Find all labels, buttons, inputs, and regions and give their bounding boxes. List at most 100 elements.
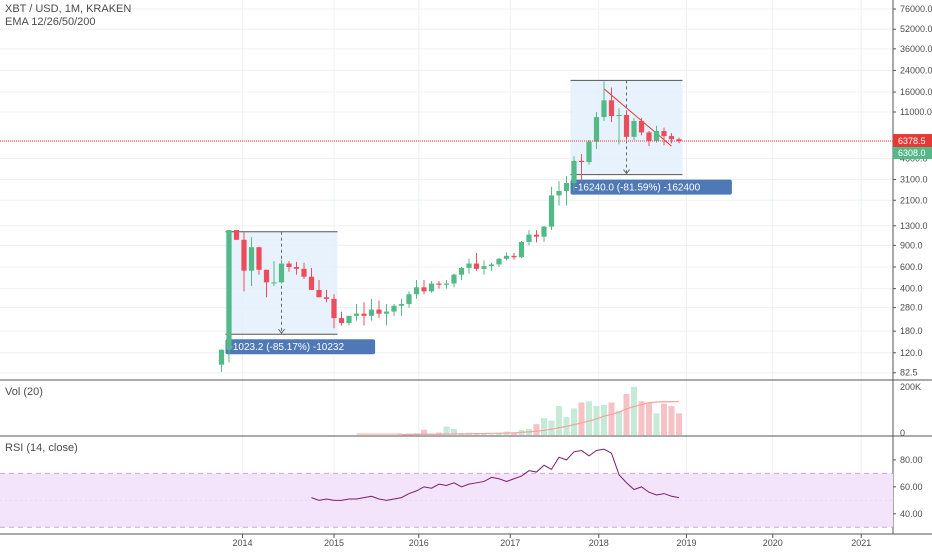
symbol-title: XBT / USD, 1M, KRAKEN <box>5 3 132 15</box>
time-tick-label-2015: 2015 <box>324 538 344 548</box>
price-tick-label: 280.0 <box>900 303 923 313</box>
volume-bar-51 <box>601 404 607 435</box>
price-tick-label: 400.0 <box>900 284 923 294</box>
volume-bar-39 <box>511 432 517 435</box>
downtrend-line <box>603 88 672 147</box>
volume-bar-36 <box>488 434 495 435</box>
candle-0 <box>218 349 225 365</box>
time-tick-label-2016: 2016 <box>409 538 429 548</box>
candle-11 <box>301 268 307 277</box>
candle-31 <box>451 274 457 284</box>
candle-33 <box>466 263 472 268</box>
volume-tick-label: 0 <box>900 428 905 438</box>
candle-9 <box>286 263 292 268</box>
candle-4 <box>248 247 255 271</box>
candle-41 <box>526 234 532 242</box>
rsi-tick-label: 60.00 <box>900 482 923 492</box>
candle-45 <box>556 190 562 196</box>
volume-bar-30 <box>443 426 450 435</box>
volume-bar-54 <box>623 394 630 435</box>
drawdown-arrowhead <box>623 169 630 175</box>
candle-46 <box>563 183 570 191</box>
secondary-price-tag-label: 6308.0 <box>898 148 926 158</box>
price-axis[interactable]: 76000.0 52000.0 36000.0 24000.0 16000.0 11000… <box>893 4 932 519</box>
candle-43 <box>541 226 547 237</box>
candle-44 <box>548 195 555 227</box>
drawdown-label-1: -16240.0 (-81.59%) -162400 <box>575 183 701 194</box>
volume-bars <box>398 386 682 435</box>
candle-35 <box>481 266 487 269</box>
candle-52 <box>608 100 615 117</box>
candle-15 <box>331 298 337 319</box>
candle-19 <box>361 313 367 316</box>
rsi-band <box>0 472 893 528</box>
candle-22 <box>383 311 390 314</box>
volume-bar-34 <box>473 434 480 435</box>
candle-8 <box>278 263 285 283</box>
candle-47 <box>571 160 577 184</box>
candle-3 <box>241 239 247 271</box>
volume-bar-45 <box>556 406 562 435</box>
grid-lines <box>0 0 932 535</box>
candle-60 <box>668 136 675 140</box>
candle-27 <box>421 287 427 292</box>
candle-24 <box>398 303 405 306</box>
drawdown-arrowhead <box>278 328 285 335</box>
rsi-line <box>311 448 680 501</box>
candle-2 <box>233 230 240 240</box>
rsi-pane-label: RSI (14, close) <box>5 442 78 454</box>
candle-58 <box>653 131 660 141</box>
candle-10 <box>293 267 300 269</box>
candle-37 <box>496 258 502 265</box>
candle-57 <box>646 132 652 141</box>
price-tick-label: 36000.0 <box>900 44 932 54</box>
candle-18 <box>353 313 360 316</box>
candle-21 <box>376 309 382 314</box>
price-tick-label: 24000.0 <box>900 65 932 75</box>
candle-26 <box>413 287 420 295</box>
volume-bar-60 <box>668 406 675 435</box>
price-tags: 6378.5 6308.0 <box>893 134 932 160</box>
volume-bar-61 <box>676 413 682 435</box>
candle-55 <box>631 120 637 137</box>
candle-42 <box>533 234 540 237</box>
drawdown-label-bg <box>570 179 732 195</box>
volume-bar-58 <box>653 413 660 435</box>
price-tick-label: 82.5 <box>900 368 918 378</box>
volume-bar-49 <box>586 401 592 435</box>
volume-bar-35 <box>481 433 487 435</box>
rsi-tick-label: 80.00 <box>900 455 923 465</box>
time-tick-label-2020: 2020 <box>763 538 783 548</box>
volume-bar-56 <box>638 401 645 435</box>
current-price-tag-label: 6378.5 <box>898 136 926 146</box>
volume-pane-label: Vol (20) <box>5 386 43 398</box>
candle-5 <box>256 247 262 270</box>
candle-56 <box>638 120 645 133</box>
candle-38 <box>503 255 510 259</box>
time-tick-label-2021: 2021 <box>851 538 871 548</box>
time-tick-label-2014: 2014 <box>232 538 252 548</box>
candle-12 <box>308 276 315 290</box>
volume-bar-57 <box>646 402 652 435</box>
price-tick-label: 52000.0 <box>900 24 932 34</box>
time-tick-label-2018: 2018 <box>589 538 609 548</box>
price-tick-label: 3100.0 <box>900 174 928 184</box>
candle-51 <box>601 100 607 118</box>
indicator-lines <box>311 400 680 501</box>
candle-61 <box>676 139 682 142</box>
volume-bar-43 <box>541 418 547 435</box>
drawdown-label-0: -1023.2 (-85.17%) -10232 <box>230 342 345 353</box>
volume-ma-line <box>401 400 680 436</box>
candle-39 <box>511 255 517 258</box>
time-tick-label-2017: 2017 <box>500 538 520 548</box>
candle-54 <box>623 114 630 137</box>
price-tick-label: 1300.0 <box>900 221 928 231</box>
time-axis[interactable]: 2014 2015 2016 2017 2018 2019 2020 2021 <box>232 534 871 548</box>
volume-bar-55 <box>631 386 637 435</box>
candle-34 <box>473 263 480 269</box>
volume-bar-50 <box>593 406 600 435</box>
candle-16 <box>338 318 345 323</box>
candle-20 <box>368 309 375 316</box>
